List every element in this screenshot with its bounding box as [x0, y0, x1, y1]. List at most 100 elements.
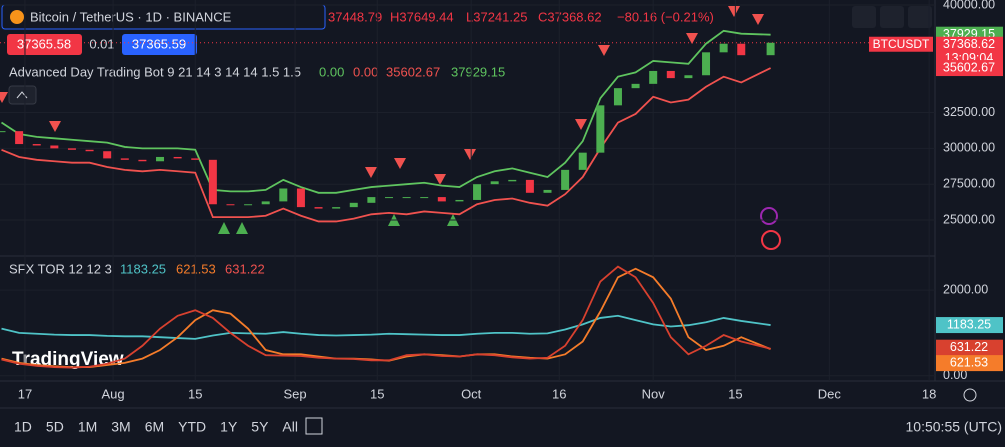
upper-band	[1, 29, 771, 194]
collapse-button[interactable]	[8, 85, 37, 105]
sell-signal	[464, 149, 476, 160]
candle	[226, 204, 235, 206]
sell-signal	[434, 174, 446, 185]
symbol[interactable]: Bitcoin / TetherUS · 1D · BINANCE	[30, 9, 232, 24]
sell-button[interactable]	[7, 34, 82, 55]
y-tick-label: 30000.00	[943, 141, 995, 155]
sell-signal	[598, 45, 610, 56]
sell-signal	[0, 92, 8, 103]
top-buttons	[852, 6, 932, 28]
candle	[508, 179, 517, 182]
sell-signal	[394, 158, 406, 169]
spread: 0.01	[89, 36, 114, 51]
x-tick-label: 15	[188, 386, 202, 401]
osc-tag-text: 1183.25	[947, 317, 991, 331]
ask[interactable]: 37365.59	[132, 36, 186, 51]
candle	[0, 131, 6, 133]
candle	[613, 88, 622, 106]
candle	[349, 202, 358, 208]
candle	[103, 151, 112, 159]
candle	[455, 199, 464, 202]
candle	[525, 179, 534, 193]
candle	[649, 70, 658, 84]
calendar-icon[interactable]	[305, 417, 323, 435]
candle	[490, 181, 499, 185]
y-tick-label: 27500.00	[943, 176, 995, 190]
candle	[50, 145, 59, 149]
bot-label: Advanced Day Trading Bot 9 21 14 3 14 14…	[9, 64, 301, 79]
candle	[296, 188, 305, 208]
symbol-tag	[869, 36, 933, 52]
candle	[702, 52, 711, 76]
sell-signal	[752, 14, 764, 25]
sell-signal	[686, 33, 698, 44]
settings-icon[interactable]	[963, 388, 977, 402]
range-button[interactable]: 1Y	[220, 419, 238, 435]
range-button[interactable]: 1M	[78, 419, 97, 435]
sell-signal	[575, 119, 587, 130]
button[interactable]	[852, 6, 876, 28]
candle	[543, 189, 552, 193]
candle	[561, 169, 570, 190]
candle	[261, 201, 270, 205]
coin-icon	[10, 10, 24, 24]
range-button[interactable]: All	[282, 419, 298, 435]
osc-tag	[936, 317, 1003, 334]
sell-signal	[365, 167, 377, 178]
button[interactable]	[908, 6, 932, 28]
lower-band	[1, 67, 772, 223]
candle	[67, 148, 76, 150]
candle	[719, 43, 728, 53]
price-tag	[936, 60, 1003, 77]
candle	[85, 149, 94, 152]
candle	[578, 152, 587, 170]
bid[interactable]: 37365.58	[17, 36, 71, 51]
y-tick-label: 25000.00	[943, 212, 995, 226]
bot-value: 0.00	[353, 64, 378, 79]
range-button[interactable]: 3M	[111, 419, 130, 435]
flag-icon[interactable]	[761, 230, 781, 250]
range-button[interactable]: 5D	[46, 419, 64, 435]
high: H37649.44	[390, 9, 454, 24]
candle	[684, 75, 693, 79]
change: −80.16 (−0.21%)	[617, 9, 714, 24]
button[interactable]	[880, 6, 904, 28]
osc-line	[1, 314, 771, 340]
buy-button[interactable]	[122, 34, 197, 55]
candle	[631, 83, 640, 89]
candle	[766, 42, 775, 56]
candle	[15, 131, 24, 145]
candle	[332, 207, 341, 209]
range-button[interactable]: 6M	[145, 419, 164, 435]
osc-line	[1, 265, 771, 369]
osc-tag	[936, 355, 1003, 372]
y-tick-label: 40000.00	[943, 0, 995, 11]
close: C37368.62	[538, 9, 602, 24]
candle	[402, 197, 411, 199]
range-button[interactable]: YTD	[178, 419, 206, 435]
osc-tag-text: 621.53	[950, 355, 988, 369]
candle	[384, 197, 393, 199]
candle	[156, 156, 165, 162]
candle	[173, 156, 182, 159]
osc-legend: 1183.25	[120, 261, 166, 276]
candle	[208, 159, 217, 205]
open: 37448.79	[328, 9, 382, 24]
osc-tag-text: 631.22	[950, 340, 988, 354]
candle	[420, 197, 429, 199]
candle	[138, 159, 147, 162]
buy-signal	[236, 222, 248, 234]
candle	[120, 158, 129, 160]
candle	[437, 197, 446, 202]
x-tick-label: Oct	[461, 386, 482, 401]
event-icon[interactable]	[760, 207, 778, 225]
sell-signal	[49, 121, 61, 132]
range-button[interactable]: 1D	[14, 419, 32, 435]
x-tick-label: 17	[18, 386, 32, 401]
range-button[interactable]: 5Y	[251, 419, 269, 435]
x-tick-label: Dec	[818, 386, 842, 401]
candle	[473, 184, 482, 200]
bot-value: 35602.67	[386, 64, 440, 79]
